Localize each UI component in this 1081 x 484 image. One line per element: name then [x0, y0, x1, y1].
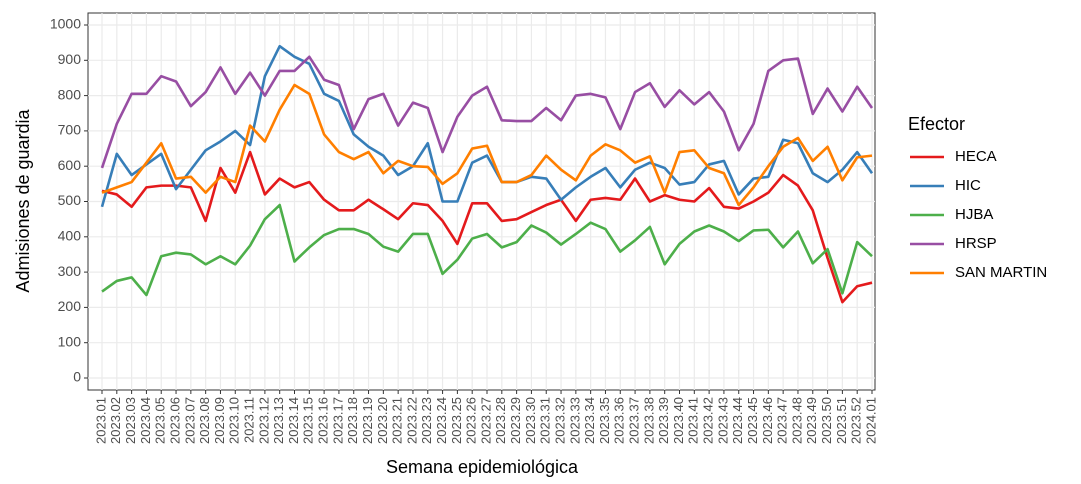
x-tick-label: 2023.38 [641, 397, 656, 444]
series-line [101, 83, 873, 207]
x-tick-label: 2023.28 [493, 397, 508, 444]
x-axis-label: Semana epidemiológica [386, 457, 579, 477]
x-tick-label: 2024.01 [863, 397, 878, 444]
series-line [101, 150, 873, 304]
x-tick-label: 2023.23 [419, 397, 434, 444]
x-tick-label: 2023.09 [212, 397, 227, 444]
x-tick-label: 2023.03 [123, 397, 138, 444]
x-tick-label: 2023.40 [671, 397, 686, 444]
x-tick-label: 2023.31 [538, 397, 553, 444]
x-tick-label: 2023.04 [138, 397, 153, 444]
y-tick-label: 600 [58, 157, 82, 173]
x-tick-label: 2023.21 [390, 397, 405, 444]
x-tick-label: 2023.29 [508, 397, 523, 444]
series-line [100, 44, 874, 208]
x-tick-label: 2023.52 [849, 397, 864, 444]
legend-label: HJBA [955, 206, 993, 223]
y-tick-label: 500 [58, 192, 82, 208]
x-tick-label: 2023.12 [256, 397, 271, 444]
x-tick-label: 2023.46 [760, 397, 775, 444]
x-tick-label: 2023.19 [360, 397, 375, 444]
x-tick-label: 2023.02 [108, 397, 123, 444]
x-tick-label: 2023.26 [464, 397, 479, 444]
x-tick-label: 2023.14 [286, 397, 301, 444]
legend-label: HECA [955, 148, 997, 165]
y-tick-label: 800 [58, 86, 82, 102]
legend-label: HRSP [955, 235, 997, 252]
x-tick-label: 2023.27 [478, 397, 493, 444]
x-tick-label: 2023.07 [182, 397, 197, 444]
y-tick-label: 1000 [50, 16, 81, 32]
y-axis-label: Admisiones de guardia [13, 108, 33, 292]
x-tick-label: 2023.37 [627, 397, 642, 444]
x-tick-label: 2023.47 [775, 397, 790, 444]
x-tick-label: 2023.13 [271, 397, 286, 444]
y-tick-label: 100 [58, 333, 82, 349]
x-tick-label: 2023.35 [597, 397, 612, 444]
x-tick-label: 2023.39 [656, 397, 671, 444]
x-tick-label: 2023.25 [449, 397, 464, 444]
x-tick-label: 2023.06 [167, 397, 182, 444]
x-tick-label: 2023.42 [701, 397, 716, 444]
x-tick-label: 2023.11 [242, 397, 257, 443]
x-tick-label: 2023.18 [345, 397, 360, 444]
x-tick-label: 2023.45 [745, 397, 760, 444]
series-line [101, 203, 873, 297]
x-tick-label: 2023.32 [552, 397, 567, 444]
x-tick-label: 2023.20 [375, 397, 390, 444]
x-tick-label: 2023.36 [612, 397, 627, 444]
x-tick-label: 2023.48 [789, 397, 804, 444]
x-tick-label: 2023.51 [834, 397, 849, 444]
x-tick-label: 2023.10 [227, 397, 242, 444]
x-tick-label: 2023.44 [730, 397, 745, 444]
x-tick-label: 2023.30 [523, 397, 538, 444]
x-tick-label: 2023.49 [804, 397, 819, 444]
x-tick-label: 2023.43 [715, 397, 730, 444]
x-tick-label: 2023.41 [686, 397, 701, 444]
x-tick-label: 2023.34 [582, 397, 597, 444]
x-tick-label: 2023.22 [404, 397, 419, 444]
y-tick-label: 900 [58, 51, 82, 67]
x-tick-label: 2023.15 [301, 397, 316, 444]
x-tick-label: 2023.24 [434, 397, 449, 444]
y-tick-label: 200 [58, 298, 82, 314]
legend-title: Efector [908, 114, 965, 134]
series-line [100, 55, 874, 169]
x-tick-label: 2023.01 [93, 397, 108, 444]
x-tick-label: 2023.33 [567, 397, 582, 444]
legend-label: HIC [955, 177, 981, 194]
x-tick-label: 2023.16 [316, 397, 331, 444]
x-tick-label: 2023.08 [197, 397, 212, 444]
y-tick-label: 300 [58, 263, 82, 279]
x-tick-label: 2023.50 [819, 397, 834, 444]
y-tick-label: 400 [58, 228, 82, 244]
x-tick-label: 2023.05 [153, 397, 168, 444]
x-tick-label: 2023.17 [330, 397, 345, 444]
y-tick-label: 700 [58, 122, 82, 138]
legend-label: SAN MARTIN [955, 264, 1047, 281]
y-tick-label: 0 [73, 369, 81, 385]
